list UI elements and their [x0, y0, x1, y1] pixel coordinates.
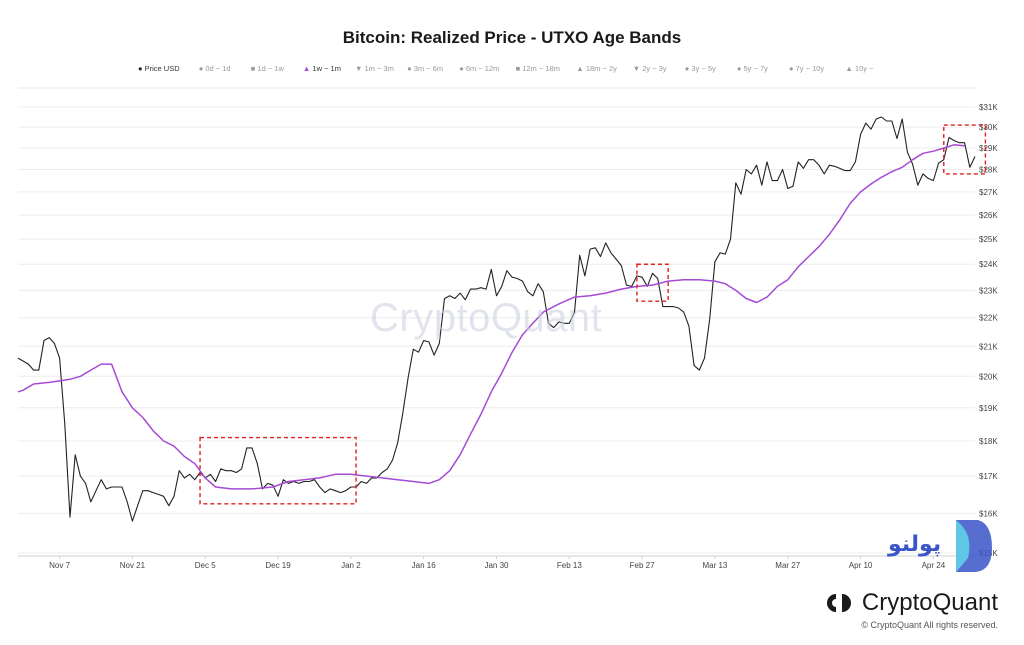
annotation-box	[199, 436, 357, 505]
legend-label: 3y ~ 5y	[691, 64, 716, 73]
legend-label: 5y ~ 7y	[743, 64, 768, 73]
legend-marker-icon: ▲	[845, 64, 855, 73]
site-badge: پولنو	[888, 518, 1000, 576]
legend-marker-icon: ▲	[576, 64, 586, 73]
x-tick-label: Nov 7	[49, 561, 70, 570]
badge-logo-icon	[956, 520, 992, 572]
legend-label: 7y ~ 10y	[795, 64, 825, 73]
x-tick-label: Apr 24	[922, 561, 946, 570]
legend-item[interactable]: ● Price USD	[138, 64, 180, 73]
y-tick-label: $25K	[979, 235, 998, 244]
series-price-usd-line	[17, 116, 976, 522]
x-tick-label: Mar 13	[702, 561, 727, 570]
y-tick-label: $27K	[979, 188, 998, 197]
legend-item[interactable]: ● 0d ~ 1d	[199, 64, 231, 73]
y-tick-label: $18K	[979, 437, 998, 446]
legend-item[interactable]: ▼ 2y ~ 3y	[633, 64, 667, 73]
x-tick-label: Jan 2	[341, 561, 361, 570]
legend-item[interactable]: ● 6m ~ 12m	[459, 64, 499, 73]
y-tick-label: $16K	[979, 509, 998, 518]
legend-marker-icon: ●	[684, 64, 692, 73]
y-tick-label: $22K	[979, 314, 998, 323]
x-tick-label: Dec 19	[265, 561, 291, 570]
y-tick-label: $19K	[979, 404, 998, 413]
legend-item[interactable]: ■ 1d ~ 1w	[251, 64, 284, 73]
legend-label: 3m ~ 6m	[413, 64, 444, 73]
x-tick-label: Jan 30	[484, 561, 509, 570]
legend-marker-icon: ●	[459, 64, 466, 73]
y-tick-label: $17K	[979, 472, 998, 481]
x-tick-label: Jan 16	[412, 561, 437, 570]
legend-label: 1d ~ 1w	[257, 64, 284, 73]
x-tick-label: Feb 13	[557, 561, 582, 570]
y-tick-label: $26K	[979, 211, 998, 220]
legend-marker-icon: ●	[736, 64, 744, 73]
chart-legend: ● Price USD ● 0d ~ 1d ■ 1d ~ 1w ▲ 1w ~ 1m ▼ …	[120, 64, 920, 78]
legend-item[interactable]: ▲ 1w ~ 1m	[303, 64, 341, 73]
y-tick-label: $23K	[979, 286, 998, 295]
legend-marker-icon: ■	[250, 64, 258, 73]
legend-label: Price USD	[144, 64, 180, 73]
x-tick-label: Nov 21	[120, 561, 146, 570]
y-tick-label: $28K	[979, 166, 998, 175]
legend-item[interactable]: ● 7y ~ 10y	[789, 64, 824, 73]
annotation-box	[636, 263, 669, 302]
x-tick-label: Dec 5	[195, 561, 216, 570]
legend-marker-icon: ●	[407, 64, 414, 73]
x-tick-label: Mar 27	[775, 561, 800, 570]
badge-text: پولنو	[888, 532, 942, 557]
legend-item[interactable]: ● 5y ~ 7y	[737, 64, 768, 73]
legend-item[interactable]: ▲ 18m ~ 2y	[576, 64, 617, 73]
series-1w-1m-line	[17, 144, 965, 490]
y-tick-label: $21K	[979, 342, 998, 351]
legend-item[interactable]: ● 3y ~ 5y	[685, 64, 716, 73]
cryptoquant-logo-icon	[824, 592, 854, 614]
x-tick-label: Feb 27	[630, 561, 655, 570]
annotation-box	[943, 124, 987, 175]
legend-marker-icon: ▼	[355, 64, 365, 73]
legend-label: 1w ~ 1m	[312, 64, 341, 73]
legend-marker-icon: ■	[515, 64, 523, 73]
legend-item[interactable]: ● 3m ~ 6m	[407, 64, 443, 73]
legend-item[interactable]: ▲ 10y ~	[845, 64, 873, 73]
y-tick-label: $29K	[979, 144, 998, 153]
legend-label: 10y ~	[854, 64, 874, 73]
legend-marker-icon: ●	[138, 64, 145, 73]
legend-label: 2y ~ 3y	[642, 64, 667, 73]
legend-label: 6m ~ 12m	[465, 64, 500, 73]
chart-title: Bitcoin: Realized Price - UTXO Age Bands	[342, 28, 682, 47]
legend-marker-icon: ▼	[632, 64, 643, 73]
y-tick-label: $24K	[979, 260, 998, 269]
y-tick-label: $20K	[979, 372, 998, 381]
legend-item[interactable]: ■ 12m ~ 18m	[516, 64, 560, 73]
legend-marker-icon: ●	[789, 64, 796, 73]
watermark: CryptoQuant	[370, 296, 603, 340]
legend-label: 12m ~ 18m	[522, 64, 560, 73]
legend-label: 1m ~ 3m	[364, 64, 394, 73]
legend-marker-icon: ▲	[302, 64, 313, 73]
y-tick-label: $30K	[979, 123, 998, 132]
legend-item[interactable]: ▼ 1m ~ 3m	[355, 64, 394, 73]
copyright-text: © CryptoQuant All rights reserved.	[861, 620, 998, 630]
x-tick-label: Apr 10	[849, 561, 873, 570]
legend-label: 0d ~ 1d	[205, 64, 231, 73]
footer-logo-text: CryptoQuant	[861, 589, 998, 616]
footer-logo: CryptoQuant	[824, 589, 998, 617]
legend-marker-icon: ●	[198, 64, 206, 73]
legend-label: 18m ~ 2y	[585, 64, 617, 73]
y-tick-label: $31K	[979, 103, 998, 112]
